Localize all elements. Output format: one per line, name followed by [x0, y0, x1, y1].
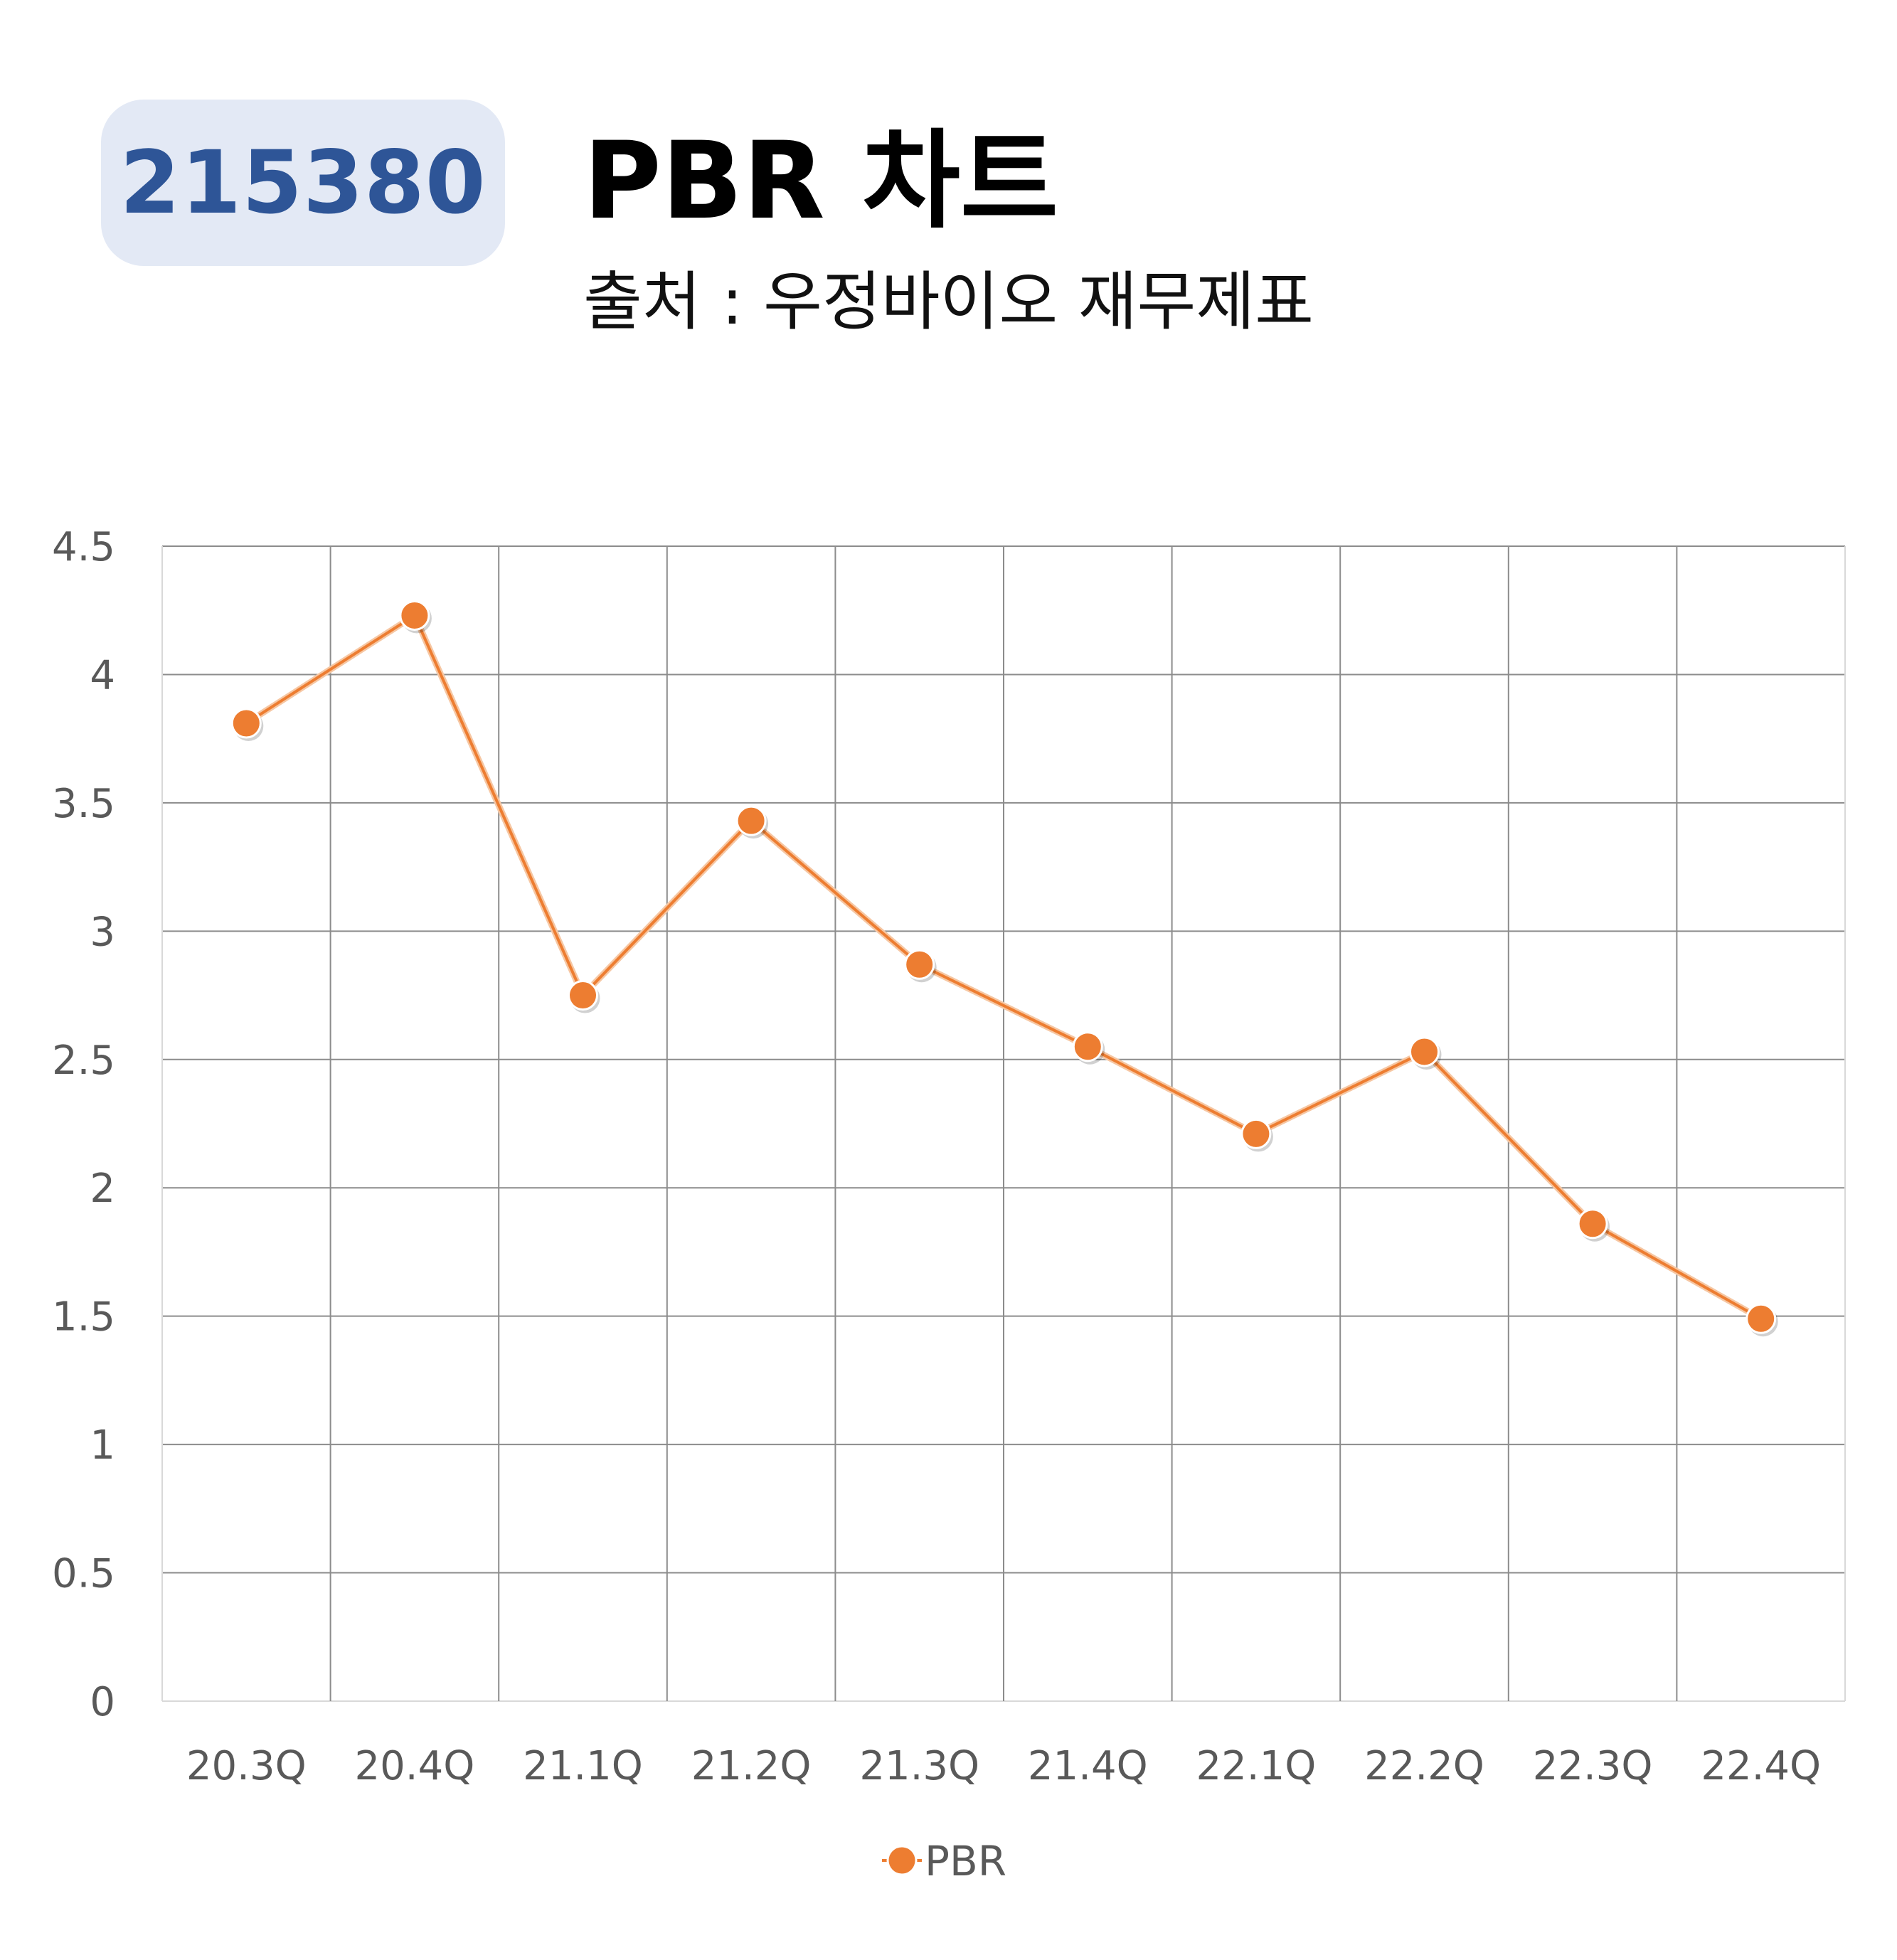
legend-marker [886, 1845, 918, 1876]
series-pbr [230, 600, 1778, 1337]
data-point [1409, 1036, 1440, 1067]
x-tick-label: 21.2Q [691, 1743, 812, 1789]
x-tick-label: 22.3Q [1533, 1743, 1653, 1789]
data-point [1240, 1118, 1272, 1149]
x-tick-label: 21.3Q [859, 1743, 979, 1789]
x-tick-label: 21.4Q [1028, 1743, 1148, 1789]
series-line [245, 614, 1762, 1321]
y-tick-label: 1 [90, 1422, 115, 1469]
y-tick-label: 0.5 [52, 1551, 115, 1597]
legend: PBR [882, 1837, 1006, 1885]
y-tick-label: 2 [90, 1166, 115, 1212]
data-point [735, 805, 767, 836]
y-tick-label: 1.5 [52, 1294, 115, 1341]
data-point [904, 949, 935, 980]
data-point [1072, 1031, 1103, 1062]
data-point [399, 600, 430, 631]
chart-title: PBR 차트 [583, 119, 1058, 243]
legend-label: PBR [925, 1837, 1006, 1885]
stock-code: 215380 [119, 132, 487, 233]
x-tick-label: 20.4Q [355, 1743, 475, 1789]
x-axis-ticks: 20.3Q 20.4Q 21.1Q 21.2Q 21.3Q 21.4Q 22.1Q 22.2Q… [186, 1743, 1821, 1789]
data-point [568, 980, 598, 1011]
y-tick-label: 4 [90, 652, 115, 698]
x-tick-label: 20.3Q [186, 1743, 307, 1789]
x-tick-label: 22.2Q [1364, 1743, 1484, 1789]
data-point [1745, 1303, 1777, 1334]
stock-code-badge: 215380 [101, 100, 505, 266]
x-tick-label: 21.1Q [523, 1743, 643, 1789]
y-tick-label: 4.5 [52, 524, 115, 570]
y-tick-label: 3.5 [52, 781, 115, 827]
x-tick-label: 22.1Q [1196, 1743, 1317, 1789]
y-tick-label: 2.5 [52, 1038, 115, 1084]
x-tick-label: 22.4Q [1701, 1743, 1821, 1789]
y-axis-ticks: 0 0.5 1 1.5 2 2.5 3 3.5 4 4.5 [52, 524, 115, 1725]
chart-subtitle: 출처 : 우정바이오 재무제표 [583, 265, 1314, 339]
data-point [230, 708, 262, 739]
data-point [1577, 1208, 1608, 1240]
grid [161, 545, 1846, 1702]
y-tick-label: 0 [90, 1679, 115, 1725]
y-tick-label: 3 [90, 909, 115, 955]
